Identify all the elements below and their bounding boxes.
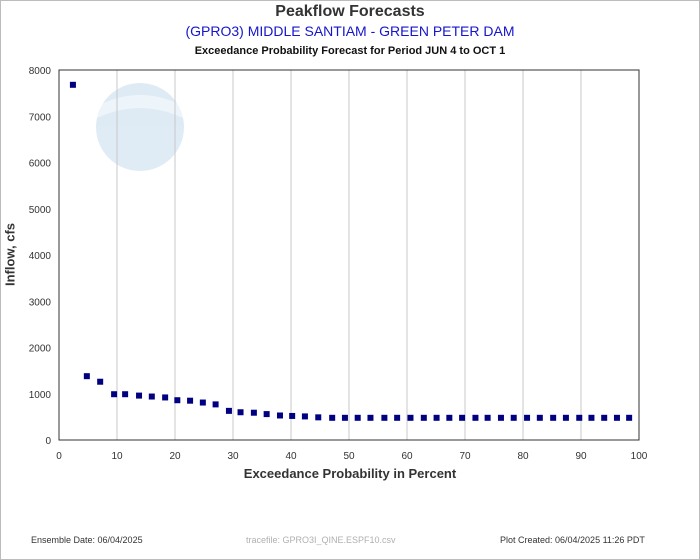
y-axis-label: Inflow, cfs bbox=[2, 222, 18, 287]
data-point bbox=[394, 414, 401, 421]
data-point bbox=[601, 414, 608, 421]
y-tick-label: 5000 bbox=[29, 205, 52, 216]
x-tick-label: 10 bbox=[111, 451, 123, 462]
plot-created: Plot Created: 06/04/2025 11:26 PDT bbox=[500, 535, 645, 545]
data-point bbox=[162, 394, 169, 401]
data-point bbox=[550, 414, 557, 421]
data-point bbox=[562, 414, 569, 421]
x-tick-label: 100 bbox=[631, 451, 648, 462]
data-point bbox=[626, 414, 633, 421]
data-point bbox=[83, 373, 90, 380]
x-tick-label: 90 bbox=[575, 451, 587, 462]
data-point bbox=[136, 392, 143, 399]
data-point bbox=[536, 414, 543, 421]
data-point bbox=[459, 414, 466, 421]
data-point bbox=[524, 414, 531, 421]
chart-title: Peakflow Forecasts bbox=[275, 3, 425, 20]
x-tick-label: 70 bbox=[459, 451, 471, 462]
y-tick-label: 6000 bbox=[29, 159, 52, 170]
data-point bbox=[69, 81, 76, 88]
data-point bbox=[381, 414, 388, 421]
y-tick-label: 4000 bbox=[29, 251, 52, 262]
data-point bbox=[250, 409, 257, 416]
y-tick-label: 1000 bbox=[29, 390, 52, 401]
x-tick-label: 0 bbox=[56, 451, 62, 462]
chart-period-subtitle: Exceedance Probability Forecast for Peri… bbox=[194, 45, 506, 57]
data-point bbox=[237, 409, 244, 416]
x-tick-label: 50 bbox=[343, 451, 355, 462]
data-point bbox=[122, 391, 129, 398]
x-tick-label: 20 bbox=[169, 451, 181, 462]
y-axis-ticks: 0 1000 2000 3000 4000 5000 6000 7000 8000 bbox=[29, 66, 52, 447]
data-point bbox=[111, 391, 118, 398]
tracefile-label: tracefile: GPRO3I_QINE.ESPF10.csv bbox=[246, 535, 396, 545]
data-point bbox=[276, 412, 283, 419]
data-point bbox=[263, 411, 270, 418]
data-point bbox=[497, 414, 504, 421]
data-point bbox=[613, 414, 620, 421]
y-tick-label: 2000 bbox=[29, 344, 52, 355]
data-point bbox=[315, 414, 322, 421]
vertical-grid bbox=[116, 70, 582, 440]
ensemble-date: Ensemble Date: 06/04/2025 bbox=[31, 535, 143, 545]
data-point bbox=[420, 414, 427, 421]
data-point bbox=[225, 407, 232, 414]
y-tick-label: 7000 bbox=[29, 112, 52, 123]
data-point bbox=[341, 414, 348, 421]
x-tick-label: 40 bbox=[285, 451, 297, 462]
data-point bbox=[484, 414, 491, 421]
y-tick-label: 3000 bbox=[29, 297, 52, 308]
data-point bbox=[212, 401, 219, 408]
plot-area-border bbox=[58, 69, 640, 441]
data-point bbox=[97, 378, 104, 385]
x-tick-label: 30 bbox=[227, 451, 239, 462]
data-point bbox=[329, 414, 336, 421]
x-tick-label: 60 bbox=[401, 451, 413, 462]
data-point bbox=[354, 414, 361, 421]
data-point bbox=[148, 393, 155, 400]
data-point bbox=[187, 397, 194, 404]
data-point bbox=[367, 414, 374, 421]
chart-subtitle: (GPRO3) MIDDLE SANTIAM - GREEN PETER DAM bbox=[185, 23, 515, 39]
y-tick-label: 0 bbox=[45, 436, 51, 447]
data-point bbox=[199, 399, 206, 406]
noaa-logo bbox=[96, 83, 184, 171]
data-points bbox=[69, 81, 633, 421]
x-tick-label: 80 bbox=[517, 451, 529, 462]
data-point bbox=[576, 414, 583, 421]
data-point bbox=[446, 414, 453, 421]
data-point bbox=[174, 397, 181, 404]
data-point bbox=[588, 414, 595, 421]
data-point bbox=[407, 414, 414, 421]
y-tick-label: 8000 bbox=[29, 66, 52, 77]
data-point bbox=[289, 412, 296, 419]
data-point bbox=[510, 414, 517, 421]
data-point bbox=[472, 414, 479, 421]
x-axis-label: Exceedance Probability in Percent bbox=[243, 466, 457, 481]
data-point bbox=[301, 413, 308, 420]
data-point bbox=[433, 414, 440, 421]
x-axis-ticks: 0 10 20 30 40 50 60 70 80 90 100 bbox=[56, 451, 648, 462]
